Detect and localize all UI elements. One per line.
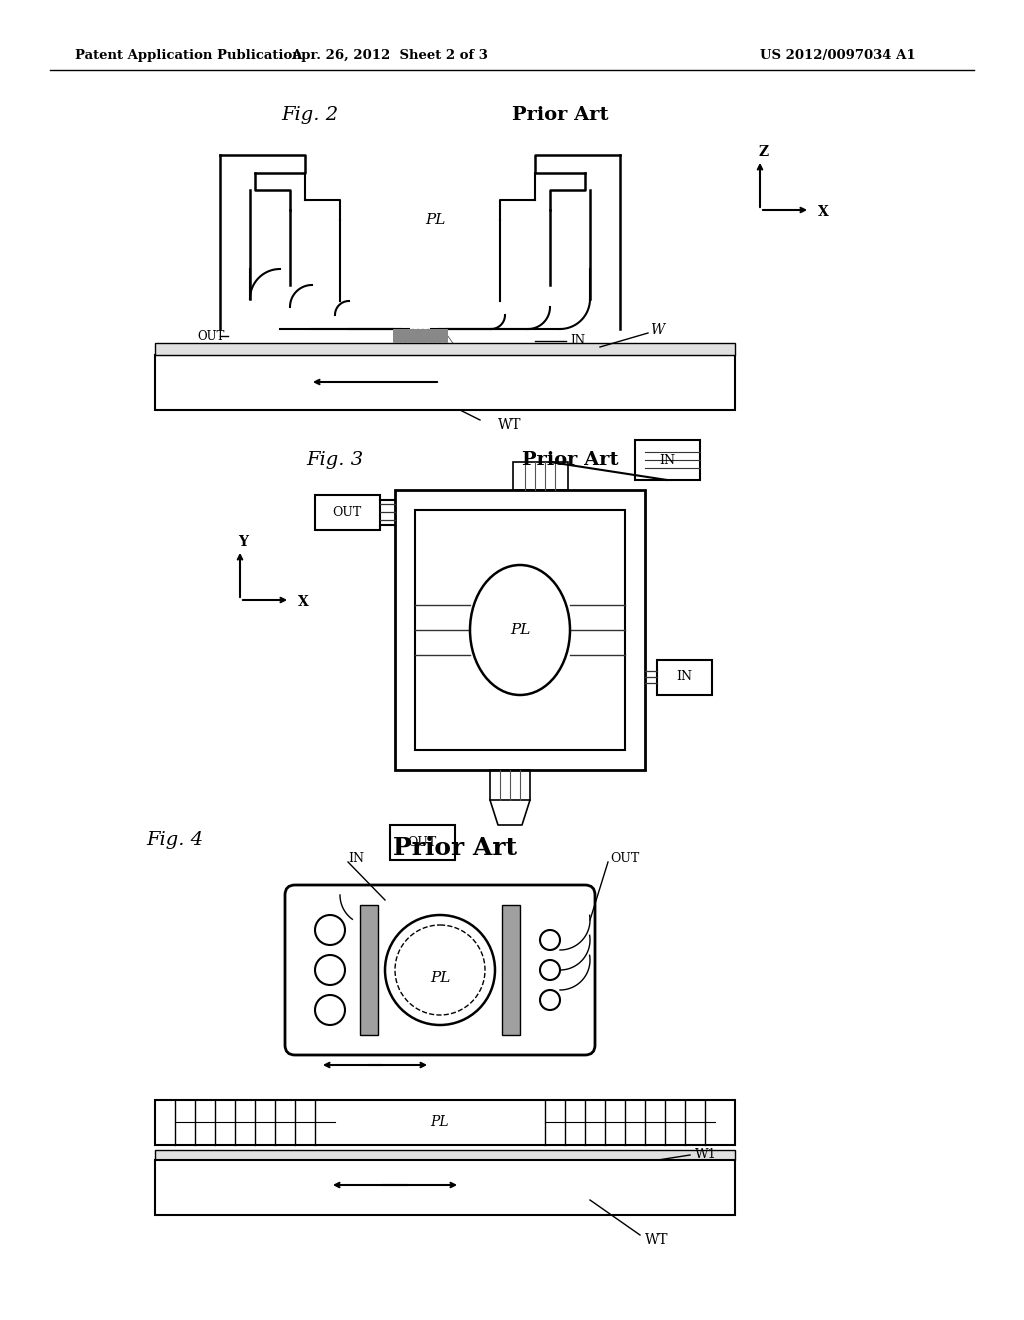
Text: Y: Y: [238, 535, 248, 549]
Text: X: X: [298, 595, 309, 609]
Bar: [315, 495, 380, 531]
Circle shape: [540, 990, 560, 1010]
Text: OUT: OUT: [333, 506, 361, 519]
FancyBboxPatch shape: [285, 884, 595, 1055]
Text: Fig. 4: Fig. 4: [146, 832, 204, 849]
Bar: [395, 490, 645, 770]
Text: Prior Art: Prior Art: [512, 106, 608, 124]
Circle shape: [315, 915, 345, 945]
Circle shape: [385, 915, 495, 1026]
Bar: [155, 343, 735, 355]
Circle shape: [315, 995, 345, 1026]
Text: IN: IN: [659, 454, 675, 466]
Bar: [415, 510, 625, 750]
Bar: [657, 660, 712, 696]
Ellipse shape: [470, 565, 570, 696]
Bar: [390, 825, 455, 861]
Text: OUT: OUT: [198, 330, 225, 342]
Text: PL: PL: [425, 213, 445, 227]
Bar: [360, 906, 378, 1035]
Bar: [155, 355, 735, 411]
Text: PL: PL: [510, 623, 530, 638]
Text: IN: IN: [676, 671, 692, 684]
Text: OUT: OUT: [408, 836, 436, 849]
Text: Patent Application Publication: Patent Application Publication: [75, 49, 302, 62]
Bar: [513, 462, 568, 490]
Circle shape: [315, 954, 345, 985]
Text: Fig. 2: Fig. 2: [282, 106, 339, 124]
Bar: [393, 329, 449, 343]
Text: X: X: [818, 205, 828, 219]
Bar: [490, 770, 530, 800]
Bar: [502, 906, 520, 1035]
Bar: [155, 1100, 735, 1144]
Text: Z: Z: [759, 145, 769, 158]
Bar: [155, 1160, 735, 1214]
Bar: [155, 1150, 735, 1160]
Text: WT: WT: [499, 418, 522, 432]
Text: PL: PL: [430, 972, 451, 985]
Circle shape: [540, 960, 560, 979]
Text: IN: IN: [348, 851, 364, 865]
Text: W1: W1: [695, 1148, 717, 1162]
Bar: [635, 440, 700, 480]
Text: Fig. 3: Fig. 3: [306, 451, 364, 469]
Circle shape: [540, 931, 560, 950]
Text: US 2012/0097034 A1: US 2012/0097034 A1: [760, 49, 915, 62]
Text: W: W: [650, 323, 665, 337]
Text: Apr. 26, 2012  Sheet 2 of 3: Apr. 26, 2012 Sheet 2 of 3: [292, 49, 488, 62]
Text: OUT: OUT: [610, 851, 639, 865]
Text: Prior Art: Prior Art: [393, 836, 517, 861]
Text: IN: IN: [570, 334, 585, 347]
Text: Prior Art: Prior Art: [522, 451, 618, 469]
Text: WT: WT: [645, 1233, 669, 1247]
Text: PL: PL: [431, 1115, 450, 1129]
